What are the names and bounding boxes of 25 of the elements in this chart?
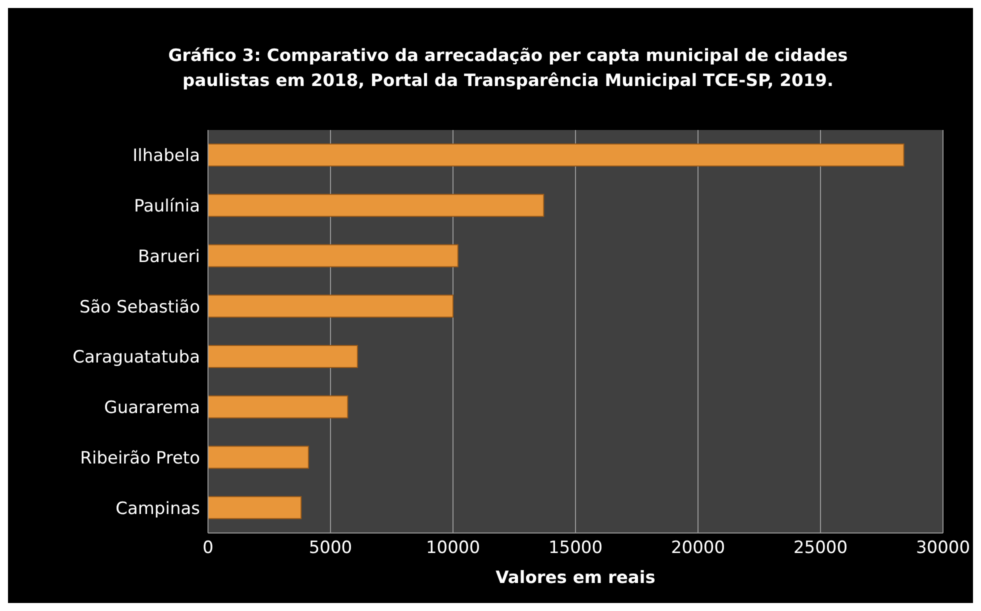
chart-title: Gráfico 3: Comparativo da arrecadação per capta municipal de cidades paulistas em 2018, Portal da Transparência Municipal TCE-SP, 2019. <box>167 45 849 93</box>
x-tick-label: 10000 <box>426 538 480 558</box>
bar <box>208 194 544 217</box>
y-tick-label: Barueri <box>138 246 200 267</box>
x-tick-label: 5000 <box>308 538 352 558</box>
bar <box>208 496 302 520</box>
y-tick-label: Ilhabela <box>132 146 200 166</box>
y-tick-label: Guararema <box>104 398 200 418</box>
x-tick-label: 20000 <box>670 538 726 558</box>
bar <box>208 294 454 318</box>
bar <box>208 244 458 268</box>
bar <box>208 395 348 418</box>
y-tick-label: Ribeirão Preto <box>80 448 200 468</box>
y-tick-label: Campinas <box>116 498 200 519</box>
bar <box>208 446 309 469</box>
x-tick-label: 0 <box>202 538 214 558</box>
x-tick-label: 25000 <box>793 538 848 558</box>
x-tick-label: 15000 <box>548 538 603 558</box>
y-tick-label: Caraguatatuba <box>72 348 200 368</box>
y-tick-label: Paulínia <box>134 196 200 217</box>
bar <box>208 144 904 166</box>
x-axis-title: Valores em reais <box>496 568 656 588</box>
x-tick-label: 30000 <box>916 538 970 558</box>
y-tick-label: São Sebastião <box>79 297 200 318</box>
bar <box>208 345 358 368</box>
